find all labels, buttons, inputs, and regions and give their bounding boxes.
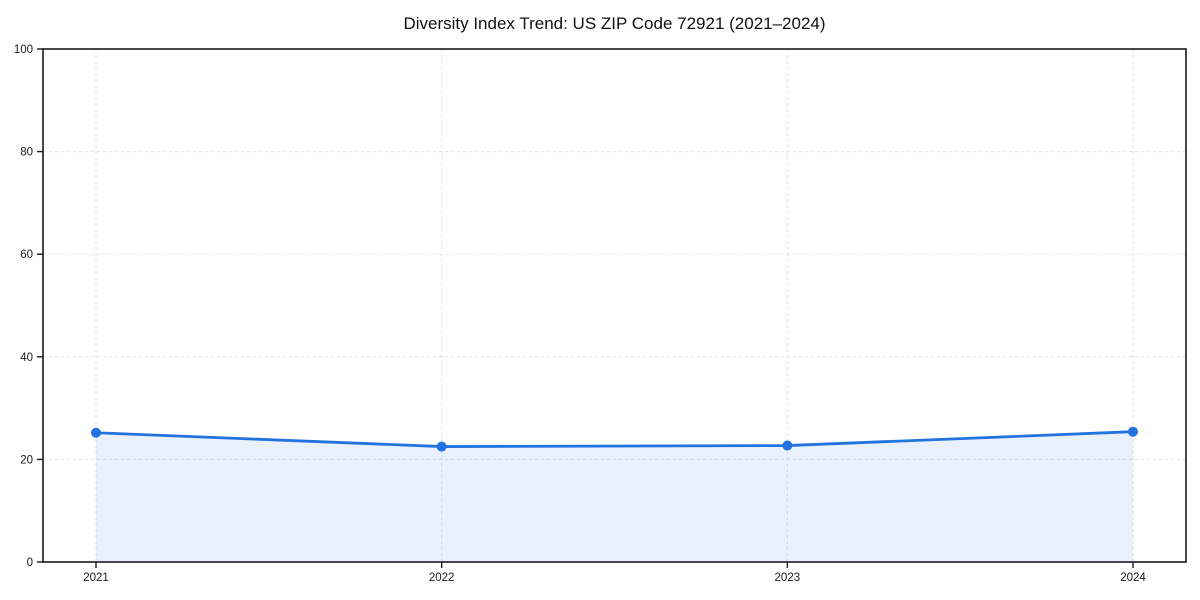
data-point-2022 <box>436 441 447 452</box>
chart-title: Diversity Index Trend: US ZIP Code 72921… <box>403 14 825 33</box>
x-axis: 2021 2022 2023 2024 <box>83 562 1146 584</box>
y-tick-label: 80 <box>20 147 33 159</box>
data-point-2024 <box>1128 426 1138 437</box>
area-fill <box>96 431 1133 562</box>
x-tick-label: 2022 <box>429 572 455 584</box>
trend-line <box>94 430 1135 448</box>
y-tick-label: 60 <box>20 249 33 261</box>
x-tick-label: 2024 <box>1120 572 1146 584</box>
plot-spines <box>42 48 1187 563</box>
trend-line-group <box>94 430 1135 448</box>
data-points <box>91 426 1138 452</box>
plot-border <box>42 48 1187 563</box>
y-tick-label: 0 <box>27 557 33 569</box>
y-tick-label: 20 <box>20 454 33 466</box>
data-point-2021 <box>91 427 101 438</box>
area-fill-group <box>96 431 1133 562</box>
x-tick-label: 2023 <box>775 572 801 584</box>
y-tick-label: 100 <box>14 44 33 56</box>
data-point-2023 <box>782 440 793 451</box>
y-tick-label: 40 <box>20 352 33 364</box>
x-tick-label: 2021 <box>83 572 109 584</box>
y-axis: 0 20 40 60 80 100 <box>14 44 43 569</box>
